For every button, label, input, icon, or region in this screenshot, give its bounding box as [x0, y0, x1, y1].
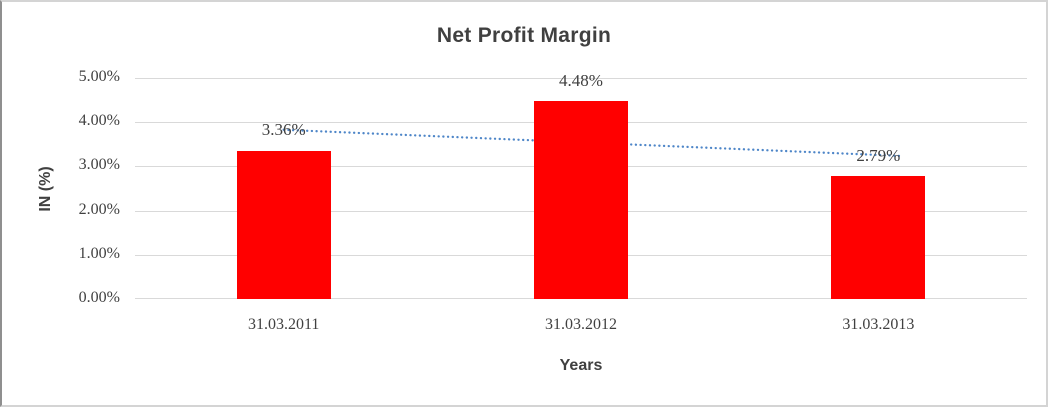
y-axis-tick-label: 3.00% [78, 156, 120, 174]
x-axis-tick-label: 31.03.2011 [247, 316, 320, 333]
x-axis-tick-label: 31.03.2013 [842, 316, 915, 333]
data-label: 4.48% [559, 70, 603, 90]
gridline [135, 78, 1027, 79]
y-axis-tick-label: 2.00% [78, 200, 120, 218]
data-label: 3.36% [261, 120, 306, 140]
y-axis-tick-label: 5.00% [78, 68, 120, 85]
bar [831, 175, 926, 299]
bar [534, 100, 628, 299]
bar [236, 150, 331, 299]
y-axis-tick-label: 4.00% [78, 112, 120, 130]
data-label: 2.79% [856, 145, 901, 165]
y-axis-tick-label: 0.00% [78, 289, 120, 306]
x-axis-title: Years [559, 357, 603, 374]
plot-area [135, 78, 1027, 299]
x-axis-tick-label: 31.03.2012 [545, 316, 617, 333]
chart-title: Net Profit Margin [436, 24, 612, 47]
y-axis-tick-label: 1.00% [78, 244, 120, 262]
